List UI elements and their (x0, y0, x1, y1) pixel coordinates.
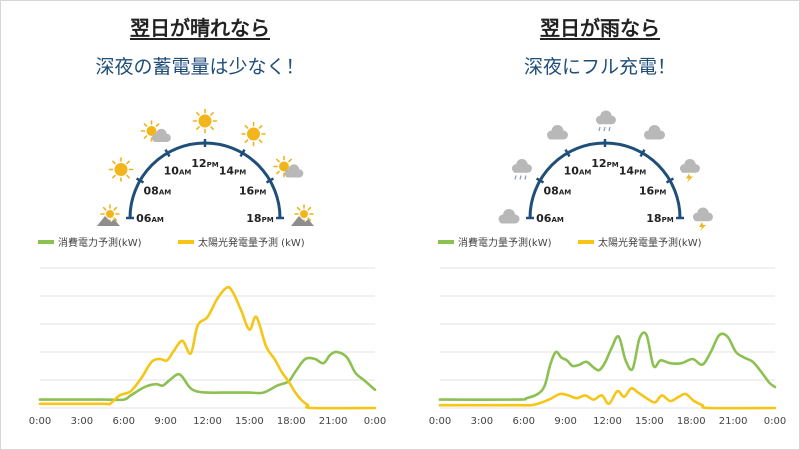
dial-tick (639, 148, 646, 158)
hour-label: 18PM (646, 212, 673, 225)
dial-tick (135, 177, 145, 184)
legend-label-generation: 太陽光発電量予測(kW) (598, 236, 702, 249)
consumption-series-line (38, 350, 377, 402)
x-tick-label: 0:00 (429, 416, 451, 427)
dial-tick (564, 148, 571, 158)
hour-label: 08AM (144, 185, 172, 198)
chart-legend: 消費電力量予測(kW) 太陽光発電量予測(kW) (438, 236, 702, 249)
x-tick-label: 3:00 (471, 416, 493, 427)
hour-label: 08AM (544, 185, 572, 198)
legend-label-consumption: 消費電力量予測(kW) (458, 236, 552, 249)
x-tick-label: 3:00 (71, 416, 93, 427)
hour-label: 16PM (239, 185, 266, 198)
x-tick-label: 15:00 (635, 416, 664, 427)
generation-series-line (38, 285, 377, 410)
x-tick-label: 15:00 (235, 416, 264, 427)
panel-title: 翌日が晴れなら (130, 16, 270, 40)
sun-cloud-icon (140, 120, 171, 142)
legend-label-consumption: 消費電力予測(kW) (58, 236, 142, 249)
x-tick-label: 18:00 (277, 416, 306, 427)
dial-tick (164, 148, 171, 158)
hour-label: 06AM (536, 212, 564, 225)
hour-label: 16PM (639, 185, 666, 198)
x-tick-label: 12:00 (593, 416, 622, 427)
dial-arc (528, 141, 682, 219)
thunder-cloud-icon (692, 207, 713, 231)
hour-label: 14PM (219, 164, 246, 177)
rain-cloud-icon (511, 158, 532, 180)
x-tick-label: 12:00 (193, 416, 222, 427)
x-tick-label: 9:00 (554, 416, 576, 427)
x-tick-label: 6:00 (113, 416, 135, 427)
rain-cloud-icon (595, 110, 616, 132)
x-tick-label: 9:00 (154, 416, 176, 427)
panel-sunny: 翌日が晴れなら 深夜の蓄電量は少なく！ 06AM 08AM 10AM 12PM 14PM… (29, 16, 386, 427)
hour-label: 10AM (164, 164, 192, 177)
panel-title: 翌日が雨なら (540, 16, 660, 40)
consumption-series-line (438, 331, 777, 401)
sun-icon (241, 121, 266, 147)
panel-subtitle: 深夜の蓄電量は少なく！ (95, 56, 305, 78)
cloud-icon (644, 124, 665, 140)
cloud-icon (498, 209, 520, 224)
sun-cloud-icon (273, 155, 304, 178)
x-tick-label: 0:00 (364, 416, 386, 427)
panel-rainy: 翌日が雨なら 深夜にフル充電！ 06AM 08AM 10AM 12PM 14PM 16PM… (400, 0, 800, 450)
sun-icon (192, 108, 218, 134)
x-tick-label: 21:00 (319, 416, 348, 427)
hour-label: 18PM (246, 212, 273, 225)
sun-icon (108, 157, 134, 182)
mountain-sun-icon (97, 204, 120, 226)
thunder-cloud-icon (679, 158, 700, 183)
generation-series-line (438, 387, 777, 410)
plot-area: 0:00 3:00 6:00 9:00 12:00 15:00 18:00 21:00 0:00 (29, 267, 386, 427)
dial-arc (128, 141, 282, 219)
hour-label: 10AM (564, 164, 592, 177)
plot-area: 0:00 3:00 6:00 9:00 12:00 15:00 18:00 21:00 0:00 (429, 267, 786, 427)
hour-label: 14PM (619, 164, 646, 177)
cloud-icon (547, 124, 568, 140)
x-tick-label: 0:00 (29, 416, 51, 427)
hour-label: 12PM (191, 157, 218, 170)
x-tick-label: 0:00 (764, 416, 786, 427)
mountain-sun-icon (291, 204, 314, 226)
hour-label: 06AM (136, 212, 164, 225)
chart-legend: 消費電力予測(kW) 太陽光発電量予測 (kW) (38, 236, 305, 249)
legend-label-generation: 太陽光発電量予測 (kW) (198, 236, 305, 249)
dial-tick (665, 177, 675, 184)
panel-subtitle: 深夜にフル充電！ (523, 56, 676, 78)
x-tick-label: 6:00 (513, 416, 535, 427)
x-tick-label: 21:00 (719, 416, 748, 427)
dial-tick (265, 177, 275, 184)
dial-tick (239, 148, 246, 158)
hour-label: 12PM (591, 157, 618, 170)
x-tick-label: 18:00 (677, 416, 706, 427)
dial-tick (535, 177, 545, 184)
